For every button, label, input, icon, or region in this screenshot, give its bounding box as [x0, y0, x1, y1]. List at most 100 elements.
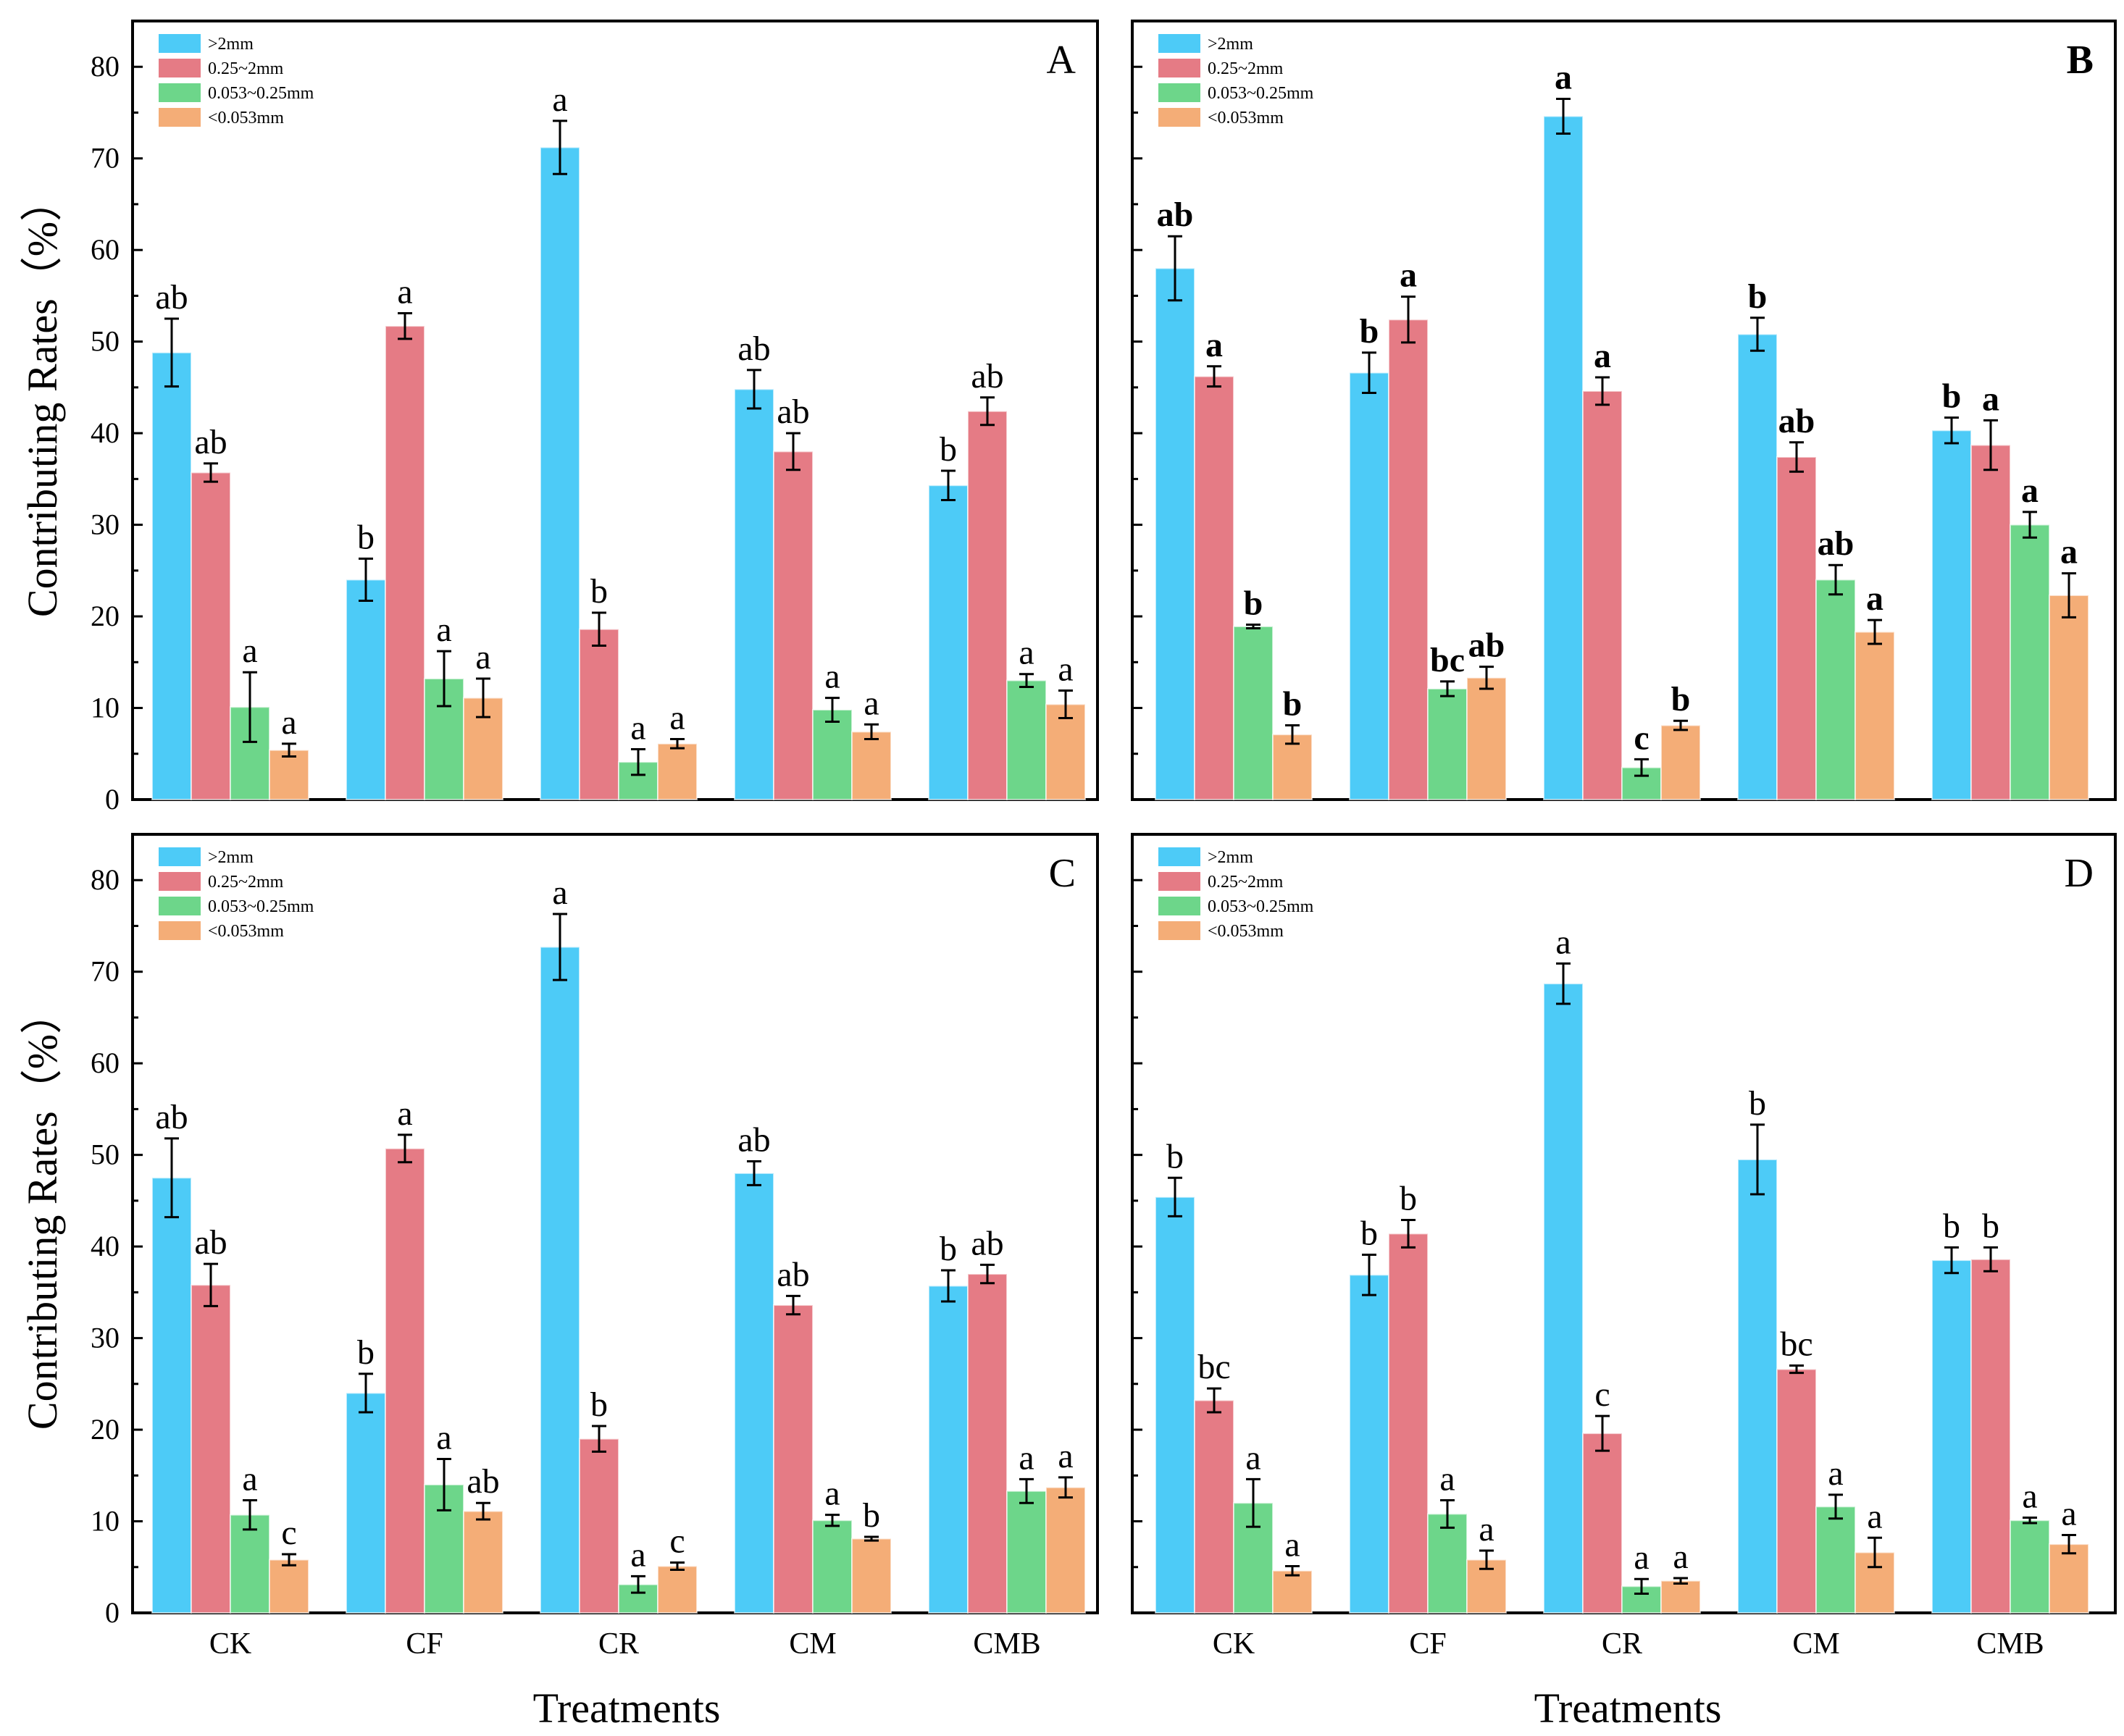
bar-c-cmb-s4 — [1045, 1486, 1086, 1614]
bar-b-ck-s1 — [1155, 267, 1195, 800]
bar-d-cr-s1 — [1543, 983, 1584, 1614]
panel-B: abbabbaaaababbccabababbaa>2mm0.25~2mm0.0… — [1131, 20, 2117, 801]
significance-letter: ab — [737, 330, 770, 368]
significance-letter: a — [1555, 59, 1572, 97]
legend-label: >2mm — [1208, 848, 1253, 867]
significance-letter: c — [1594, 1375, 1610, 1414]
significance-letter: b — [1982, 1207, 1999, 1245]
significance-letter: a — [824, 658, 840, 696]
significance-letter: b — [1748, 277, 1768, 316]
y-tick-label: 30 — [91, 1322, 120, 1354]
legend-label: <0.053mm — [208, 109, 284, 127]
legend-label: 0.053~0.25mm — [1208, 897, 1314, 916]
significance-letter: ab — [194, 423, 227, 461]
bar-d-cr-s4 — [1660, 1580, 1701, 1614]
bar-c-cr-s4 — [657, 1565, 698, 1614]
bar-d-cm-s3 — [1815, 1506, 1856, 1614]
significance-letter: a — [1245, 1438, 1260, 1477]
x-tick-label-ck: CK — [1213, 1627, 1255, 1661]
significance-letter: a — [669, 699, 685, 737]
significance-letter: a — [1439, 1459, 1455, 1498]
bar-d-cm-s2 — [1776, 1368, 1817, 1614]
y-tick-label: 80 — [91, 863, 120, 896]
bar-b-cmb-s4 — [2049, 594, 2089, 800]
bar-c-ck-s4 — [269, 1559, 309, 1614]
significance-letter: ab — [737, 1121, 770, 1160]
significance-letter: a — [2021, 471, 2039, 510]
bar-b-cr-s2 — [1582, 390, 1623, 800]
bar-d-cf-s1 — [1349, 1274, 1389, 1614]
x-axis-title-left: Treatments — [533, 1685, 721, 1732]
y-tick-label: 50 — [91, 325, 120, 358]
bar-a-cr-s4 — [657, 742, 698, 800]
bar-b-cmb-s1 — [1931, 429, 1972, 801]
significance-letter: ab — [467, 1462, 499, 1501]
legend-label: 0.25~2mm — [208, 59, 284, 78]
significance-letter: c — [1634, 718, 1649, 757]
significance-letter: a — [242, 632, 257, 670]
bar-b-cm-s1 — [1737, 333, 1778, 800]
significance-letter: a — [1594, 337, 1611, 375]
bar-c-ck-s3 — [230, 1514, 270, 1614]
bar-b-cm-s4 — [1855, 631, 1895, 801]
significance-letter: a — [1400, 256, 1417, 295]
significance-letter: b — [1283, 685, 1303, 724]
significance-letter: ab — [971, 1224, 1003, 1262]
bar-b-cmb-s3 — [2010, 524, 2050, 801]
significance-letter: a — [824, 1475, 840, 1513]
significance-letter: b — [940, 430, 957, 469]
significance-letter: a — [1479, 1510, 1494, 1548]
legend-label: 0.25~2mm — [208, 873, 284, 892]
significance-letter: a — [864, 684, 879, 722]
legend-label: >2mm — [208, 35, 254, 54]
significance-letter: b — [357, 1333, 375, 1372]
panel-A: 01020304050607080abbaabbababababaaaaaaaa… — [91, 20, 1099, 815]
significance-letter: bc — [1197, 1348, 1230, 1386]
legend-swatch — [159, 83, 201, 102]
legend-swatch — [159, 921, 201, 940]
legend-swatch — [159, 847, 201, 866]
bar-a-cf-s2 — [385, 325, 425, 801]
bar-c-cm-s3 — [812, 1519, 853, 1614]
bar-a-cr-s1 — [540, 146, 580, 800]
bar-a-cm-s1 — [734, 388, 774, 800]
bar-c-cf-s4 — [463, 1510, 503, 1614]
significance-letter: b — [1749, 1084, 1766, 1123]
bar-d-cmb-s3 — [2010, 1519, 2050, 1614]
significance-letter: ab — [1468, 626, 1505, 665]
significance-letter: a — [2060, 533, 2078, 571]
significance-letter: a — [1058, 650, 1073, 689]
bar-d-cmb-s1 — [1931, 1259, 1972, 1614]
significance-letter: a — [1982, 380, 1999, 418]
significance-letter: b — [1360, 1215, 1378, 1253]
legend-label: 0.053~0.25mm — [208, 897, 314, 916]
legend-label: <0.053mm — [208, 922, 284, 941]
bar-c-ck-s2 — [191, 1284, 231, 1614]
legend-swatch — [159, 872, 201, 891]
bar-c-cm-s4 — [851, 1538, 892, 1614]
significance-letter: b — [1360, 312, 1379, 351]
y-tick-label: 10 — [91, 1505, 120, 1538]
significance-letter: ab — [1818, 524, 1855, 563]
significance-letter: a — [630, 1535, 645, 1574]
y-tick-label: 10 — [91, 692, 120, 724]
significance-letter: c — [669, 1522, 685, 1560]
legend-swatch — [159, 34, 201, 53]
significance-letter: b — [1244, 584, 1263, 622]
y-tick-label: 40 — [91, 1230, 120, 1262]
bar-d-cr-s3 — [1621, 1585, 1662, 1614]
legend-label: <0.053mm — [1208, 109, 1284, 127]
significance-letter: c — [281, 1514, 296, 1552]
significance-letter: b — [1400, 1179, 1417, 1217]
significance-letter: bc — [1780, 1325, 1812, 1364]
legend-swatch — [159, 897, 201, 915]
legend-swatch — [159, 108, 201, 127]
legend-swatch — [159, 59, 201, 77]
x-tick-label-cr: CR — [1602, 1627, 1642, 1661]
x-tick-label-cr: CR — [598, 1627, 639, 1661]
significance-letter: bc — [1430, 641, 1465, 679]
legend-label: 0.25~2mm — [1208, 59, 1284, 78]
y-tick-label: 20 — [91, 1413, 120, 1446]
significance-letter: a — [475, 638, 490, 676]
